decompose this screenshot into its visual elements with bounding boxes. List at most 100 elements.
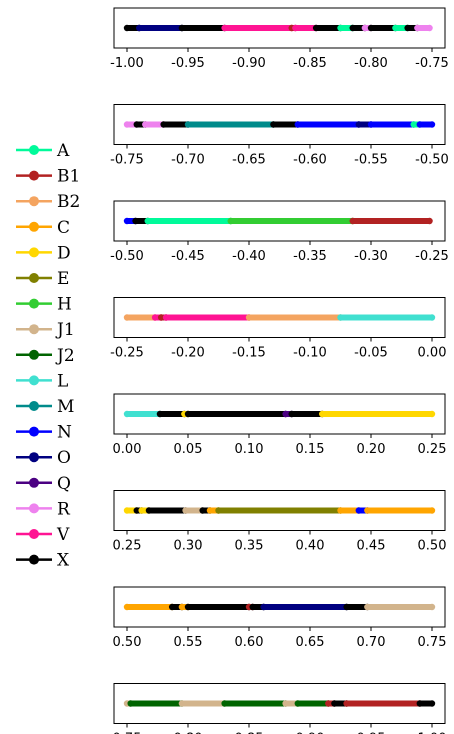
legend-marker (29, 145, 39, 155)
x-tick-label: 0.10 (235, 442, 264, 457)
x-tick-label: 0.30 (174, 539, 203, 554)
legend-marker (29, 426, 39, 437)
legend-entry-J2: J2 (16, 346, 75, 366)
segment-start-point (151, 314, 159, 321)
legend-entry-E: E (16, 269, 69, 289)
axes-frame (113, 7, 446, 49)
segment-start-point (337, 507, 344, 514)
segment-start-point (416, 700, 423, 707)
x-tick-label: -0.60 (293, 153, 327, 168)
x-tick-label: 0.50 (113, 635, 142, 650)
x-tick-label: -0.55 (354, 153, 388, 168)
segment-start-point (123, 217, 131, 225)
legend-label: J1 (55, 320, 75, 340)
segment-start-point (260, 603, 267, 611)
x-tick-label: 0.95 (357, 732, 386, 734)
segment-start-point (136, 24, 143, 32)
chart-panel-8: 0.75 0.80 0.85 0.90 0.95 1.00 (113, 683, 447, 734)
segment-start-point (245, 314, 253, 321)
segment-start-point (292, 24, 299, 32)
x-tick-label: 0.50 (418, 539, 447, 554)
x-tick-label: 0.60 (235, 635, 264, 650)
segment-start-point (392, 24, 399, 32)
x-tick-label: 0.40 (296, 539, 325, 554)
segment-start-point (160, 121, 167, 128)
x-tick-label: -0.45 (171, 249, 205, 264)
segment-start-point (337, 314, 344, 321)
x-tick-label: -0.70 (171, 153, 205, 168)
x-tick-label: -0.25 (415, 249, 449, 264)
legend-marker (29, 247, 39, 258)
legend-entry-C: C (16, 218, 70, 238)
legend-label: V (56, 525, 70, 545)
segment-start-point (178, 700, 186, 707)
legend-label: R (57, 499, 71, 519)
x-tick-label: 0.75 (418, 635, 447, 650)
segment-start-point (182, 507, 189, 514)
segment-end-point (428, 603, 436, 611)
legend-entry-L: L (16, 371, 68, 391)
x-tick-label: -0.10 (293, 346, 327, 361)
segment-start-point (416, 121, 423, 128)
axes-frame (113, 586, 446, 628)
x-tick-label: -0.05 (354, 346, 388, 361)
segment-start-point (270, 121, 277, 128)
legend-label: B1 (57, 167, 80, 187)
axes-frame (113, 297, 446, 338)
legend-label: J2 (55, 346, 75, 366)
segment-start-point (361, 24, 369, 32)
segment-start-point (294, 700, 301, 707)
legend-marker (29, 529, 39, 539)
x-tick-label: -0.75 (415, 56, 449, 71)
axes-frame (113, 683, 446, 724)
segment-start-point (221, 700, 228, 707)
segment-start-point (162, 314, 170, 321)
segment-start-point (331, 700, 338, 707)
legend-marker (29, 298, 39, 309)
segment-start-point (367, 24, 375, 32)
segment-start-point (123, 314, 131, 321)
legend-marker (29, 349, 39, 360)
legend-entry-J1: J1 (16, 320, 75, 340)
segment-start-point (138, 507, 145, 514)
x-tick-label: -1.00 (110, 56, 144, 71)
segment-start-point (367, 121, 375, 128)
legend-label: A (56, 141, 70, 161)
segment-end-point (426, 217, 433, 225)
legend-marker (29, 477, 39, 488)
x-tick-label: 1.00 (418, 732, 447, 734)
segment-start-point (178, 603, 186, 611)
legend-label: B2 (57, 192, 80, 212)
segment-end-point (428, 700, 436, 707)
segment-start-point (349, 24, 356, 32)
legend-marker (29, 554, 39, 565)
x-tick-label: -0.40 (232, 249, 266, 264)
legend-marker (29, 196, 39, 207)
segment-start-point (282, 700, 289, 707)
x-tick-label: -0.35 (293, 249, 327, 264)
legend-entry-B1: B1 (16, 167, 80, 187)
segment-start-point (337, 24, 344, 32)
x-tick-label: 0.55 (174, 635, 203, 650)
segment-start-point (123, 603, 131, 611)
segment-start-point (414, 24, 421, 32)
legend-entry-N: N (16, 423, 72, 443)
legend-entry-R: R (16, 499, 71, 519)
x-tick-label: 0.70 (357, 635, 386, 650)
segment-start-point (282, 410, 289, 418)
segment-start-point (404, 24, 411, 32)
legend-marker (29, 452, 39, 463)
x-tick-label: -0.95 (171, 56, 205, 71)
segment-start-point (364, 507, 371, 514)
chart-panel-1: -1.00 -0.95 -0.90 -0.85 -0.80 -0.75 (110, 7, 449, 71)
legend-entry-V: V (16, 525, 70, 545)
segment-start-point (123, 507, 131, 514)
x-tick-label: 0.15 (296, 442, 325, 457)
segment-start-point (319, 410, 326, 418)
segment-end-point (428, 410, 436, 418)
legend-marker (29, 401, 39, 411)
segment-start-point (156, 410, 164, 418)
x-tick-label: -0.15 (232, 346, 266, 361)
x-tick-label: 0.20 (357, 442, 386, 457)
